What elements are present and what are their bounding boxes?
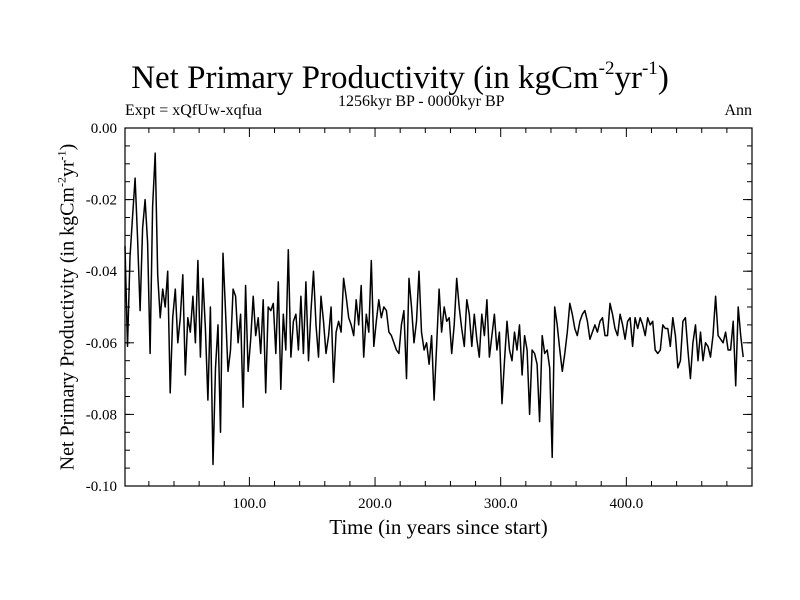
time-period-label: 1256kyr BP - 0000kyr BP <box>338 93 505 110</box>
y-tick-label: -0.10 <box>86 479 117 495</box>
tick-marks <box>125 127 752 487</box>
x-tick-label: 300.0 <box>484 496 518 512</box>
season-label: Ann <box>724 102 752 119</box>
plot-frame <box>124 127 753 487</box>
series-layer <box>124 152 744 466</box>
y-axis-label: Net Primary Productivity (in kgCm-2yr-1) <box>54 143 79 471</box>
y-tick-label: -0.08 <box>86 407 117 423</box>
y-tick-label: -0.02 <box>86 193 117 209</box>
x-axis-label: Time (in years since start) <box>329 515 548 539</box>
y-tick-label: -0.06 <box>86 336 118 352</box>
x-tick-label: 400.0 <box>609 496 643 512</box>
x-tick-label: 200.0 <box>358 496 392 512</box>
series-line-npp <box>124 152 744 466</box>
chart-title: Net Primary Productivity (in kgCm-2yr-1) <box>131 58 669 96</box>
tick-labels: 0.00 -0.02 -0.04 -0.06 -0.08 -0.10 100.0 200.0 3… <box>86 121 643 512</box>
experiment-label: Expt = xQfUw-xqfua <box>125 102 262 119</box>
y-tick-label: -0.04 <box>86 264 118 280</box>
x-tick-label: 100.0 <box>233 496 267 512</box>
y-tick-label: 0.00 <box>91 121 117 137</box>
